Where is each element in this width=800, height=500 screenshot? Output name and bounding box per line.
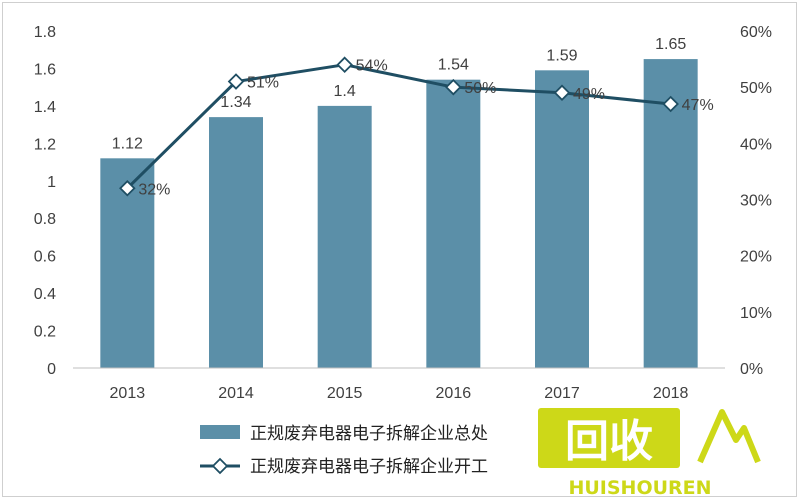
line-data-label: 54%	[356, 58, 388, 75]
line-point	[336, 56, 353, 73]
watermark-subtext: HUISHOUREN	[568, 477, 711, 499]
y-axis-tick-label: 1.2	[34, 136, 56, 153]
legend-line-marker	[211, 457, 229, 475]
bar	[426, 79, 481, 368]
legend-line-label: 正规废弃电器电子拆解企业开工	[250, 457, 488, 477]
y2-axis-tick-label: 20%	[740, 249, 772, 266]
x-axis-tick-label: 2013	[110, 385, 146, 402]
y2-axis-tick-label: 50%	[740, 80, 772, 97]
x-axis-tick-label: 2014	[218, 385, 254, 402]
x-axis-tick-label: 2016	[436, 385, 472, 402]
x-axis-tick-label: 2017	[544, 385, 580, 402]
y2-axis-tick-label: 30%	[740, 193, 772, 210]
bar-data-label: 1.12	[112, 135, 143, 152]
watermark-logo: 回收 HUISHOUREN	[538, 408, 761, 499]
bar-data-label: 1.54	[438, 57, 469, 74]
bar-data-label: 1.65	[655, 36, 686, 53]
line-point	[445, 78, 462, 96]
x-axis-tick-label: 2015	[327, 385, 363, 402]
y-axis-tick-label: 0.4	[34, 286, 56, 303]
y-axis-tick-label: 1.8	[34, 24, 56, 41]
y-axis-tick-label: 0	[47, 361, 56, 378]
y-axis-tick-label: 1	[47, 174, 56, 191]
y-axis-tick-label: 1.6	[34, 61, 56, 78]
y2-axis-tick-label: 0%	[740, 361, 763, 378]
y-axis-tick-label: 1.4	[34, 99, 56, 116]
bar-data-label: 1.4	[334, 83, 356, 100]
watermark-text: 回收	[565, 416, 653, 467]
bar	[209, 117, 263, 368]
y-axis-tick-label: 0.6	[34, 249, 56, 266]
x-axis-tick-label: 2018	[653, 385, 689, 402]
bar	[317, 105, 372, 368]
line-data-label: 50%	[464, 80, 496, 97]
line-point	[227, 73, 245, 90]
watermark-box	[538, 408, 680, 468]
y-axis-tick-label: 0.8	[34, 211, 56, 228]
y2-axis-tick-label: 60%	[740, 24, 772, 41]
line-data-label: 47%	[682, 97, 714, 114]
y2-axis-tick-label: 40%	[740, 136, 772, 153]
line-point	[553, 84, 571, 102]
bar	[535, 70, 589, 369]
watermark-figure	[697, 409, 761, 464]
bar-data-label: 1.34	[220, 94, 251, 111]
series-line	[126, 63, 671, 190]
line-point	[119, 179, 136, 197]
line-point	[662, 95, 679, 113]
legend-bar-label: 正规废弃电器电子拆解企业总处	[250, 424, 488, 444]
line-data-label: 32%	[138, 181, 170, 198]
bar-data-label: 1.59	[546, 47, 577, 64]
y2-axis-tick-label: 10%	[740, 305, 772, 322]
line-data-label: 51%	[247, 75, 279, 92]
legend-bar-swatch	[200, 425, 240, 439]
y-axis-tick-label: 0.2	[34, 324, 56, 341]
line-data-label: 49%	[573, 86, 605, 103]
